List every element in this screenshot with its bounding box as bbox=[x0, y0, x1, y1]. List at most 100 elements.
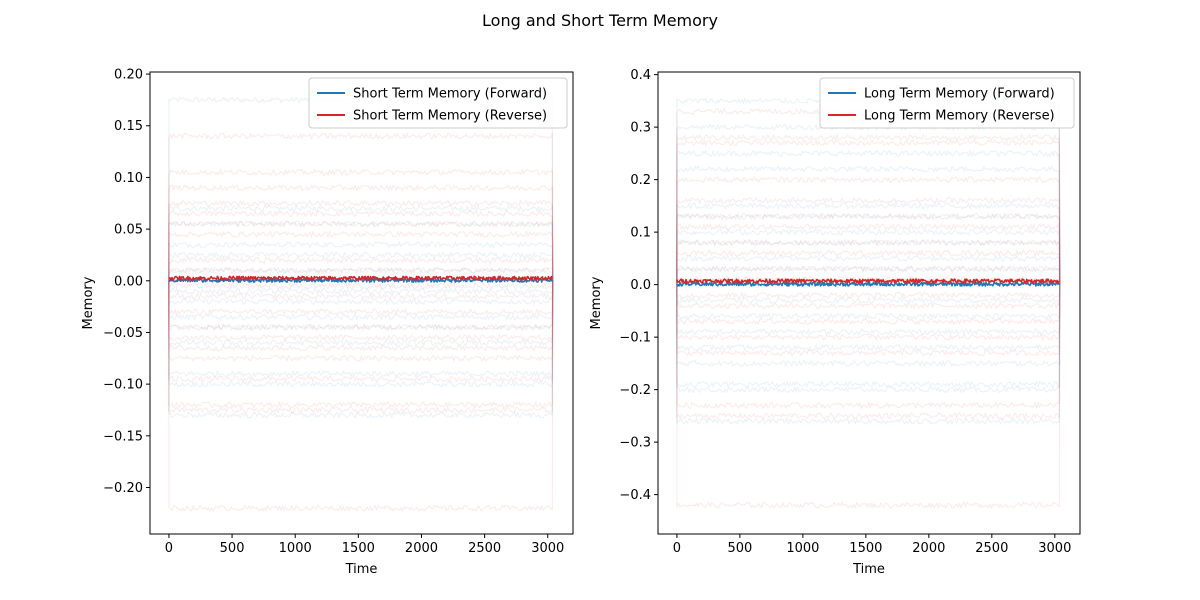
background-trace-forward bbox=[168, 280, 554, 321]
legend: Short Term Memory (Forward) Short Term Me… bbox=[308, 77, 568, 129]
x-axis-label: Time bbox=[852, 562, 885, 577]
background-trace-reverse bbox=[676, 139, 1061, 285]
background-trace-reverse bbox=[168, 280, 554, 512]
y-tick-label: 0.2 bbox=[630, 173, 651, 188]
background-trace-reverse bbox=[676, 284, 1061, 420]
y-axis-label: Memory bbox=[589, 276, 604, 329]
background-trace-forward bbox=[676, 239, 1061, 285]
x-tick-label: 1500 bbox=[849, 541, 882, 556]
y-tick-label: 0.0 bbox=[630, 278, 651, 293]
background-trace-forward bbox=[676, 284, 1061, 304]
background-trace-reverse bbox=[168, 230, 554, 281]
background-trace-reverse bbox=[168, 256, 554, 281]
legend-label: Short Term Memory (Forward) bbox=[353, 87, 547, 102]
y-axis-label: Memory bbox=[81, 276, 96, 329]
y-tick-label: −0.20 bbox=[103, 481, 143, 496]
background-trace-reverse bbox=[168, 280, 554, 316]
x-tick-label: 2500 bbox=[975, 541, 1008, 556]
y-tick-label: 0.05 bbox=[114, 223, 143, 238]
x-tick-label: 500 bbox=[220, 541, 245, 556]
background-trace-reverse bbox=[676, 284, 1061, 325]
background-trace-forward bbox=[168, 280, 554, 305]
x-tick-label: 3000 bbox=[531, 541, 564, 556]
background-trace-forward bbox=[676, 284, 1061, 393]
background-trace-reverse bbox=[676, 276, 1061, 285]
background-trace-reverse bbox=[168, 280, 554, 352]
x-tick-label: 0 bbox=[165, 541, 173, 556]
y-tick-label: −0.10 bbox=[103, 378, 143, 393]
background-trace-reverse bbox=[676, 265, 1061, 285]
y-tick-label: −0.3 bbox=[619, 436, 651, 451]
background-trace-forward bbox=[168, 280, 554, 331]
background-trace-reverse bbox=[168, 280, 554, 290]
background-trace-forward bbox=[676, 202, 1061, 285]
background-trace-reverse bbox=[676, 284, 1061, 357]
series-line-reverse bbox=[168, 275, 554, 281]
background-trace-reverse bbox=[676, 197, 1061, 285]
background-trace-reverse bbox=[168, 210, 554, 281]
background-trace-reverse bbox=[676, 284, 1061, 509]
axes-frame bbox=[149, 71, 574, 535]
background-trace-forward bbox=[168, 280, 554, 295]
background-trace-reverse bbox=[168, 280, 554, 300]
background-trace-reverse bbox=[168, 267, 554, 281]
legend-label: Long Term Memory (Forward) bbox=[864, 87, 1055, 102]
background-trace-reverse bbox=[676, 284, 1061, 409]
background-trace-reverse bbox=[168, 220, 554, 281]
y-tick-label: −0.1 bbox=[619, 331, 651, 346]
background-traces bbox=[676, 97, 1061, 509]
background-trace-forward bbox=[676, 165, 1061, 285]
background-trace-forward bbox=[676, 284, 1061, 388]
background-trace-forward bbox=[168, 267, 554, 281]
background-trace-forward bbox=[676, 284, 1061, 320]
x-tick-label: 2000 bbox=[912, 541, 945, 556]
y-tick-label: 0.15 bbox=[114, 119, 143, 134]
x-tick-label: 2500 bbox=[468, 541, 501, 556]
y-tick-label: −0.4 bbox=[619, 488, 651, 503]
background-trace-forward bbox=[676, 284, 1061, 351]
background-trace-reverse bbox=[676, 176, 1061, 285]
background-trace-forward bbox=[168, 280, 554, 419]
x-tick-label: 0 bbox=[673, 541, 681, 556]
background-trace-reverse bbox=[168, 184, 554, 281]
background-trace-reverse bbox=[168, 132, 554, 281]
panel-short-term-memory: 0 500 1000 1500 2000 2500 3000 −0.20 −0.15 −0.10 −… bbox=[81, 68, 574, 577]
x-tick-label: 1000 bbox=[786, 541, 819, 556]
x-tick-label: 3000 bbox=[1038, 541, 1071, 556]
legend-label: Short Term Memory (Reverse) bbox=[353, 109, 547, 124]
background-trace-forward bbox=[676, 284, 1061, 336]
legend-label: Long Term Memory (Reverse) bbox=[864, 109, 1055, 124]
background-trace-reverse bbox=[676, 284, 1061, 341]
background-trace-forward bbox=[168, 280, 554, 347]
background-trace-forward bbox=[676, 228, 1061, 285]
background-trace-forward bbox=[676, 213, 1061, 285]
y-tick-label: −0.05 bbox=[103, 326, 143, 341]
y-tick-label: 0.3 bbox=[630, 121, 651, 136]
y-tick-label: 0.10 bbox=[114, 171, 143, 186]
background-trace-forward bbox=[676, 265, 1061, 285]
y-tick-label: 0.00 bbox=[114, 274, 143, 289]
background-trace-reverse bbox=[168, 280, 554, 341]
background-trace-forward bbox=[168, 241, 554, 281]
x-tick-label: 1000 bbox=[279, 541, 312, 556]
legend: Long Term Memory (Forward) Long Term Memo… bbox=[819, 77, 1075, 129]
background-trace-reverse bbox=[676, 223, 1061, 285]
y-tick-label: 0.20 bbox=[114, 68, 143, 83]
x-tick-label: 1500 bbox=[342, 541, 375, 556]
background-trace-reverse bbox=[168, 199, 554, 281]
background-trace-reverse bbox=[168, 280, 554, 362]
background-trace-reverse bbox=[676, 213, 1061, 285]
y-tick-label: −0.15 bbox=[103, 429, 143, 444]
series-line-forward bbox=[676, 281, 1061, 287]
background-trace-reverse bbox=[676, 284, 1061, 309]
y-tick-label: 0.1 bbox=[630, 226, 651, 241]
background-trace-forward bbox=[168, 220, 554, 281]
background-trace-reverse bbox=[676, 239, 1061, 285]
background-trace-reverse bbox=[676, 134, 1061, 285]
background-trace-forward bbox=[168, 280, 554, 378]
x-tick-label: 500 bbox=[727, 541, 752, 556]
background-trace-forward bbox=[168, 251, 554, 281]
background-trace-reverse bbox=[676, 284, 1061, 299]
background-trace-reverse bbox=[168, 280, 554, 331]
